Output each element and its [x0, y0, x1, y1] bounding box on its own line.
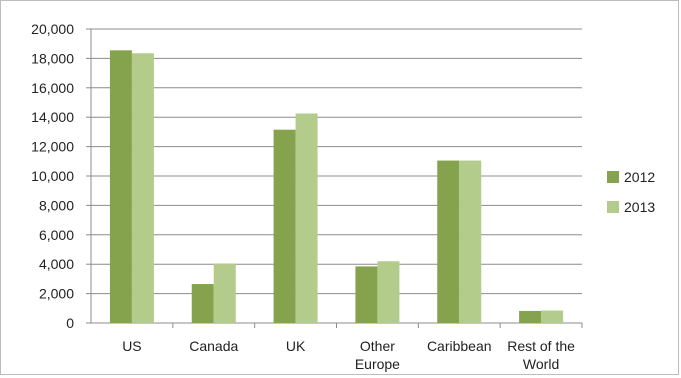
- x-category-label: UK: [286, 338, 306, 354]
- bar-2012-2: [273, 129, 296, 323]
- y-tick-label: 4,000: [39, 256, 74, 272]
- y-tick-label: 10,000: [31, 168, 74, 184]
- x-category-label: World: [523, 356, 559, 372]
- legend-swatch-2012: [607, 171, 619, 183]
- bar-2013-5: [541, 310, 564, 323]
- bar-2012-3: [355, 266, 378, 323]
- bar-2012-5: [519, 310, 542, 323]
- y-tick-label: 14,000: [31, 109, 74, 125]
- x-category-label: US: [122, 338, 141, 354]
- y-tick-label: 18,000: [31, 50, 74, 66]
- y-tick-label: 20,000: [31, 21, 74, 37]
- bar-2013-2: [295, 113, 318, 324]
- bar-2013-4: [459, 160, 482, 323]
- bar-2012-0: [109, 50, 132, 323]
- bar-2013-0: [131, 53, 154, 323]
- bar-2013-3: [377, 261, 400, 323]
- y-tick-label: 8,000: [39, 197, 74, 213]
- legend-label-2012: 2012: [624, 169, 655, 185]
- legend-swatch-2013: [607, 201, 619, 213]
- bar-2012-1: [191, 284, 214, 323]
- y-tick-label: 2,000: [39, 286, 74, 302]
- bar-2012-4: [437, 160, 460, 323]
- y-tick-label: 12,000: [31, 139, 74, 155]
- x-category-label: Canada: [189, 338, 238, 354]
- bar-2013-1: [213, 263, 236, 323]
- y-tick-label: 0: [66, 315, 74, 331]
- legend-label-2013: 2013: [624, 199, 655, 215]
- y-tick-label: 6,000: [39, 227, 74, 243]
- x-category-label: Caribbean: [427, 338, 492, 354]
- y-tick-label: 16,000: [31, 80, 74, 96]
- x-category-label: Other: [360, 338, 395, 354]
- x-category-label: Europe: [355, 356, 400, 372]
- x-category-label: Rest of the: [507, 338, 575, 354]
